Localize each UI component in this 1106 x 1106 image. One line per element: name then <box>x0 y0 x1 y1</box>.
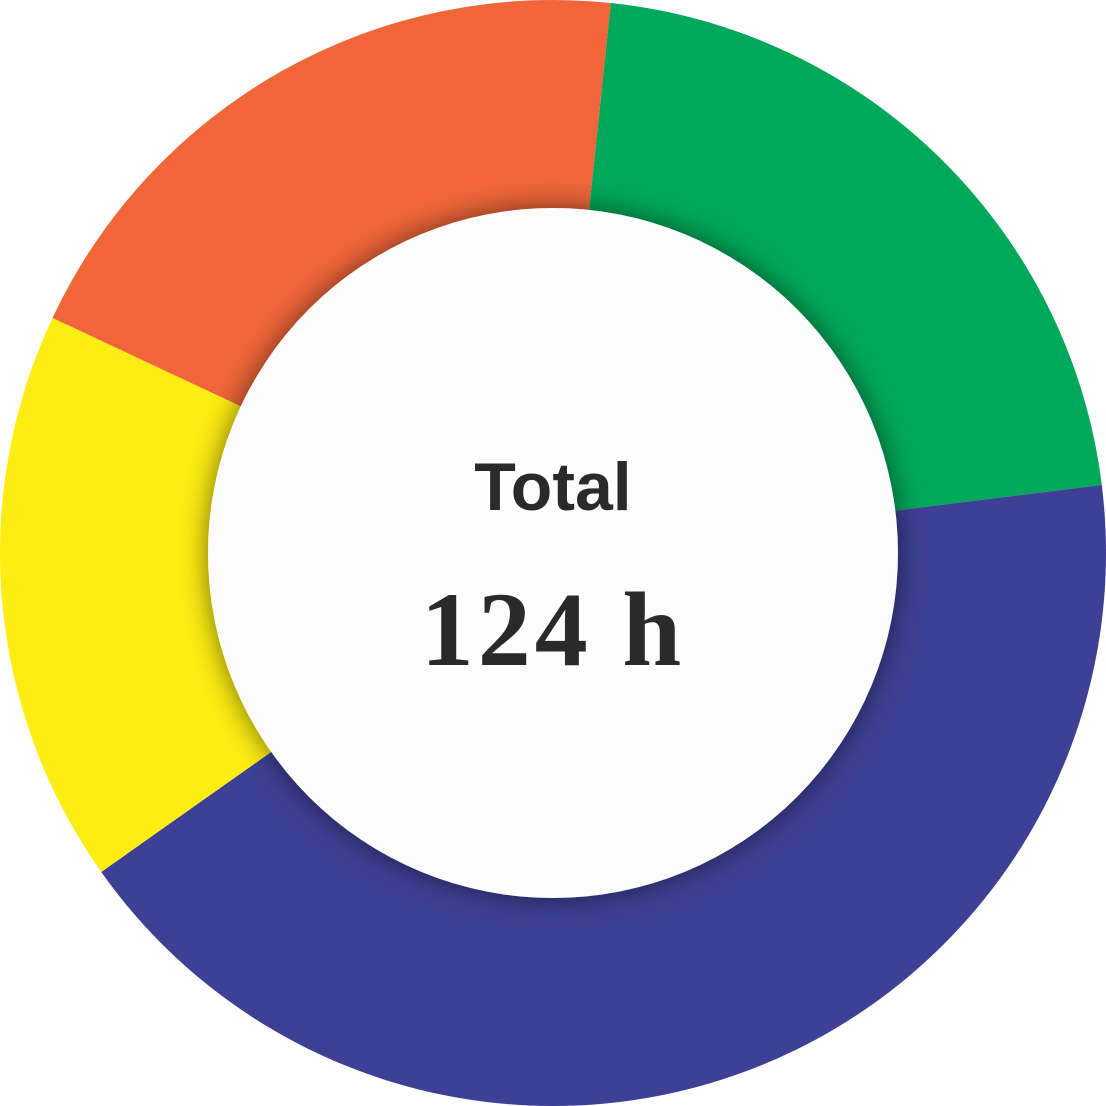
donut-center-hole <box>208 208 898 898</box>
center-total-value: 124 h <box>420 571 686 688</box>
center-title: Total <box>474 449 632 525</box>
